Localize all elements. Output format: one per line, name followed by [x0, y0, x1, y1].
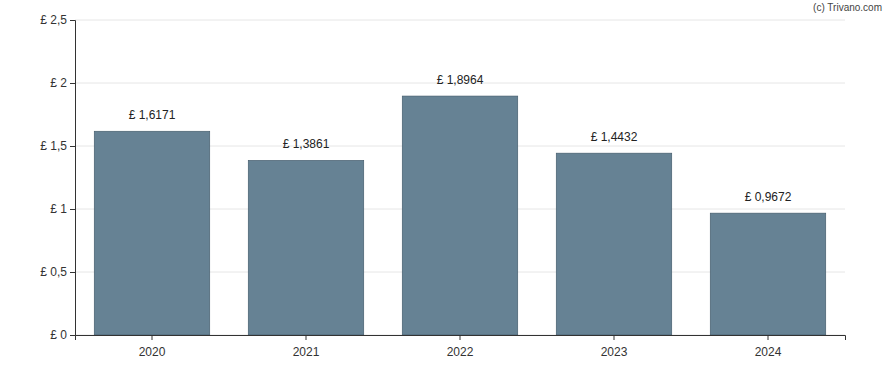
copyright: (c) Trivano.com: [813, 2, 882, 13]
data-labels: £ 1,6171 £ 1,3861 £ 1,8964 £ 1,4432 £ 0,9672: [129, 73, 792, 204]
chart: £ 0 £ 0,5 £ 1 £ 1,5 £ 2 £ 2,5 2020 2021 2022 2023…: [0, 0, 888, 370]
bars: [94, 96, 826, 335]
plot: £ 0 £ 0,5 £ 1 £ 1,5 £ 2 £ 2,5 2020 2021 2022 2023…: [40, 13, 845, 359]
y-tick-mark: [70, 20, 75, 21]
y-tick: £ 0,5: [40, 265, 75, 279]
x-tick-mark: [306, 335, 307, 340]
x-tick-label: 2020: [139, 345, 166, 359]
x-axis-line: [76, 336, 846, 341]
y-tick-label: £ 2,5: [40, 13, 67, 27]
y-tick-mark: [70, 146, 75, 147]
x-tick-label: 2023: [601, 345, 628, 359]
x-axis: 2020 2021 2022 2023 2024: [76, 335, 846, 359]
grid: [75, 20, 845, 335]
x-tick-label: 2022: [447, 345, 474, 359]
y-tick-label: £ 2: [50, 76, 67, 90]
x-tick-mark: [768, 335, 769, 340]
x-tick-label: 2021: [293, 345, 320, 359]
data-label: £ 1,8964: [437, 73, 484, 87]
x-tick: 2022: [447, 335, 474, 359]
y-tick-mark: [70, 209, 75, 210]
data-label: £ 1,3861: [283, 137, 330, 151]
y-tick-label: £ 0,5: [40, 265, 67, 279]
data-label: £ 0,9672: [745, 190, 792, 204]
y-tick: £ 1,5: [40, 139, 75, 153]
y-axis-line: [70, 21, 76, 336]
y-tick: £ 2: [50, 76, 75, 90]
bar: [710, 213, 826, 335]
x-tick: 2020: [139, 335, 166, 359]
chart-container: £ 0 £ 0,5 £ 1 £ 1,5 £ 2 £ 2,5 2020 2021 2022 2023…: [0, 0, 888, 370]
x-tick-mark: [460, 335, 461, 340]
y-tick-mark: [70, 83, 75, 84]
x-tick-mark: [614, 335, 615, 340]
y-tick-label: £ 1: [50, 202, 67, 216]
x-tick: 2023: [601, 335, 628, 359]
bar: [248, 160, 364, 335]
x-tick-mark: [152, 335, 153, 340]
y-tick: £ 0: [50, 328, 75, 342]
y-tick: £ 1: [50, 202, 75, 216]
y-tick: £ 2,5: [40, 13, 75, 27]
bar: [402, 96, 518, 335]
y-tick-label: £ 1,5: [40, 139, 67, 153]
y-tick-mark: [70, 272, 75, 273]
data-label: £ 1,6171: [129, 108, 176, 122]
bar: [94, 131, 210, 335]
y-tick-label: £ 0: [50, 328, 67, 342]
y-tick-mark: [70, 335, 75, 336]
bar: [556, 153, 672, 335]
grid-line: [75, 20, 845, 21]
x-tick: 2021: [293, 335, 320, 359]
x-tick-label: 2024: [755, 345, 782, 359]
y-axis: £ 0 £ 0,5 £ 1 £ 1,5 £ 2 £ 2,5: [40, 13, 75, 342]
data-label: £ 1,4432: [591, 130, 638, 144]
x-tick: 2024: [755, 335, 782, 359]
